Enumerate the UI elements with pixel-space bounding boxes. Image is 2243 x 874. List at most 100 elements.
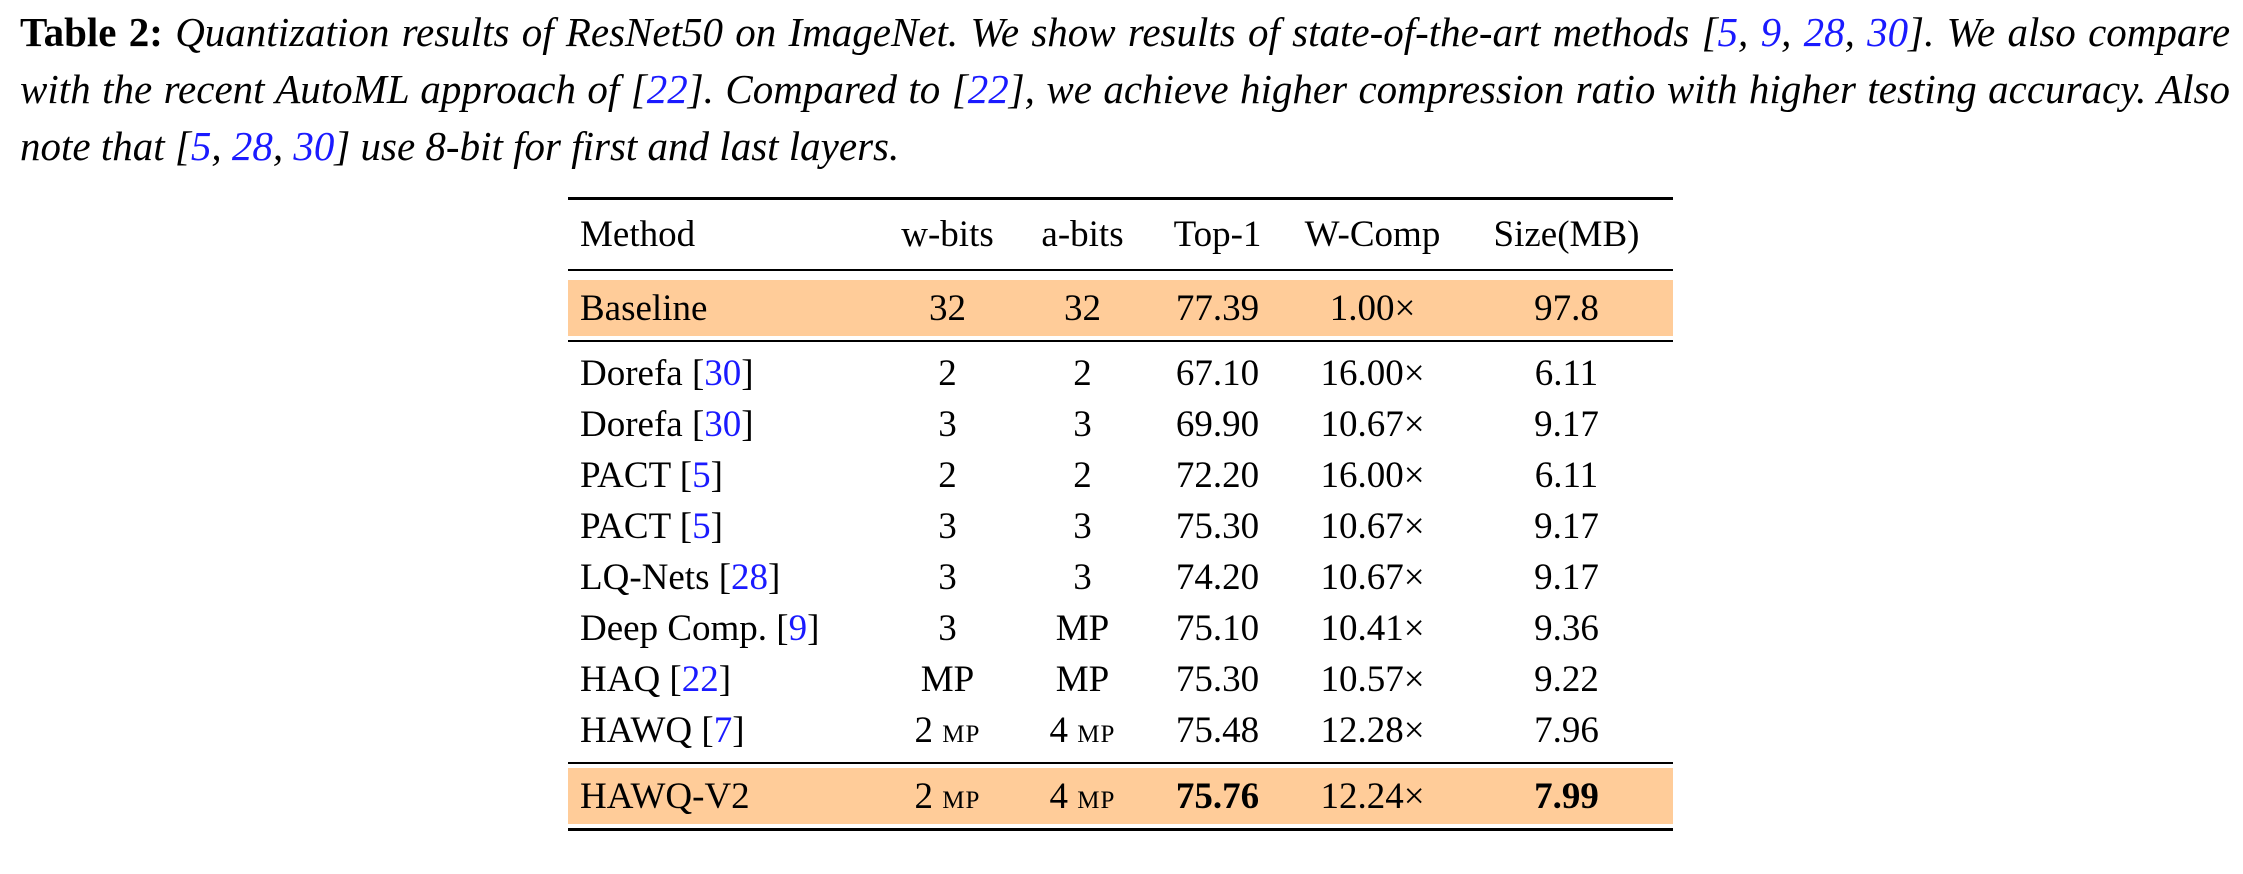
cell-top1: 77.39 [1175, 287, 1260, 329]
cell-w-comp: 10.67× [1320, 557, 1425, 598]
header-rule [568, 269, 1673, 271]
header-a-bits: a-bits [1041, 214, 1124, 255]
table-row: PACT [5] 2 2 72.20 16.00× 6.11 [568, 450, 1673, 501]
cell-method: Dorefa [30] [580, 404, 754, 445]
cell-w-comp: 16.00× [1320, 455, 1425, 496]
caption-text: ] use 8-bit for first and last layers. [334, 123, 900, 169]
table-row: Dorefa [30] 3 3 69.90 10.67× 9.17 [568, 399, 1673, 450]
cell-method: PACT [5] [580, 455, 723, 496]
header-w-bits: w-bits [901, 214, 994, 255]
cell-size: 6.11 [1534, 455, 1599, 496]
cell-method: HAWQ [7] [580, 710, 745, 751]
baseline-row: Baseline 32 32 77.39 1.00× 97.8 [568, 280, 1673, 336]
caption-text: , [272, 123, 294, 169]
w-value: 3 [938, 557, 957, 598]
citation-link[interactable]: 5 [692, 455, 711, 496]
caption-text: Quantization results of ResNet50 on Imag… [175, 9, 1718, 55]
cell-a-bits: 4 MP [1015, 709, 1150, 752]
citation-link[interactable]: 28 [1803, 9, 1845, 55]
mp-label: MP [942, 721, 981, 748]
cell-top1: 74.20 [1175, 557, 1260, 598]
citation-link[interactable]: 5 [190, 123, 212, 169]
cell-w-bits: 2 [880, 352, 1015, 395]
table-row: PACT [5] 3 3 75.30 10.67× 9.17 [568, 501, 1673, 552]
cell-top1: 75.76 [1175, 775, 1260, 817]
cell-w-bits: 2 MP [880, 775, 1015, 818]
citation-link[interactable]: 30 [704, 404, 742, 445]
a-value: 2 [1073, 353, 1092, 394]
a-value: 2 [1073, 455, 1092, 496]
cell-w-comp: 16.00× [1320, 353, 1425, 394]
citation-link[interactable]: 7 [713, 710, 733, 751]
cell-method: Deep Comp. [9] [580, 608, 820, 649]
method-name: HAQ [ [580, 659, 682, 700]
citation-link[interactable]: 22 [681, 659, 719, 700]
method-name: Dorefa [ [580, 353, 705, 394]
method-name: Dorefa [ [580, 404, 705, 445]
cell-top1: 75.30 [1175, 506, 1260, 547]
method-name: LQ-Nets [ [580, 557, 732, 598]
w-value: 2 [938, 455, 957, 496]
cell-size: 7.96 [1534, 710, 1599, 751]
w-value: MP [920, 659, 975, 700]
cell-w-comp: 12.24× [1320, 775, 1425, 817]
w-value: 2 [914, 775, 934, 817]
header-row: Method w-bits a-bits Top-1 W-Comp Size(M… [568, 200, 1673, 269]
cell-method: Baseline [580, 287, 708, 329]
a-value: 3 [1073, 557, 1092, 598]
cell-w-comp: 1.00× [1329, 287, 1416, 329]
citation-link[interactable]: 9 [788, 608, 808, 649]
caption-label: Table 2: [20, 9, 163, 55]
w-value: 3 [938, 608, 957, 649]
method-name: PACT [ [580, 506, 693, 547]
caption-text: ], we achieve higher compression ratio w… [20, 66, 2231, 169]
cell-w-bits: MP [880, 658, 1015, 701]
mp-label: MP [942, 786, 981, 814]
results-table: Method w-bits a-bits Top-1 W-Comp Size(M… [568, 197, 1673, 831]
method-name: HAWQ [ [580, 710, 714, 751]
ours-rule [568, 762, 1673, 764]
cell-a-bits: 3 [1015, 556, 1150, 599]
cell-size: 6.11 [1534, 353, 1599, 394]
cell-size: 9.17 [1534, 506, 1599, 547]
citation-link[interactable]: 30 [704, 353, 742, 394]
citation-link[interactable]: 28 [731, 557, 769, 598]
cell-a-bits: MP [1015, 658, 1150, 701]
a-value: MP [1055, 659, 1110, 700]
a-value: 4 [1049, 710, 1069, 751]
caption-text: , [211, 123, 232, 169]
mp-label: MP [1077, 786, 1116, 814]
cell-top1: 75.30 [1175, 659, 1260, 700]
citation-link[interactable]: 30 [293, 123, 335, 169]
w-value: 2 [914, 710, 934, 751]
citation-link[interactable]: 9 [1760, 9, 1782, 55]
w-value: 2 [938, 353, 957, 394]
cell-method: HAQ [22] [580, 659, 732, 700]
citation-link[interactable]: 30 [1867, 9, 1909, 55]
cell-size: 9.36 [1534, 608, 1599, 649]
table-caption: Table 2: Quantization results of ResNet5… [20, 4, 2230, 175]
cell-method: HAWQ-V2 [580, 775, 750, 817]
citation-link[interactable]: 5 [692, 506, 711, 547]
cell-w-comp: 12.28× [1320, 710, 1425, 751]
cell-a-bits: 3 [1015, 403, 1150, 446]
cell-size: 97.8 [1534, 287, 1599, 329]
citation-link[interactable]: 28 [231, 123, 273, 169]
header-method: Method [580, 214, 696, 255]
cell-top1: 75.48 [1175, 710, 1260, 751]
citation-link[interactable]: 5 [1717, 9, 1739, 55]
table-row: LQ-Nets [28] 3 3 74.20 10.67× 9.17 [568, 552, 1673, 603]
cell-w-bits: 32 [929, 287, 966, 329]
citation-link[interactable]: 22 [646, 66, 688, 112]
cell-a-bits: 4 MP [1015, 775, 1150, 818]
ours-row: HAWQ-V2 2 MP 4 MP 75.76 12.24× 7.99 [568, 768, 1673, 824]
table-row: Deep Comp. [9] 3 MP 75.10 10.41× 9.36 [568, 603, 1673, 654]
header-size: Size(MB) [1493, 214, 1640, 255]
caption-text: , [1738, 9, 1761, 55]
w-value: 3 [938, 404, 957, 445]
table-row: Dorefa [30] 2 2 67.10 16.00× 6.11 [568, 348, 1673, 399]
cell-a-bits: 3 [1015, 505, 1150, 548]
caption-text: , [1781, 9, 1804, 55]
citation-link[interactable]: 22 [967, 66, 1009, 112]
caption-text: ]. We also compare with the recent AutoM… [20, 9, 2231, 112]
